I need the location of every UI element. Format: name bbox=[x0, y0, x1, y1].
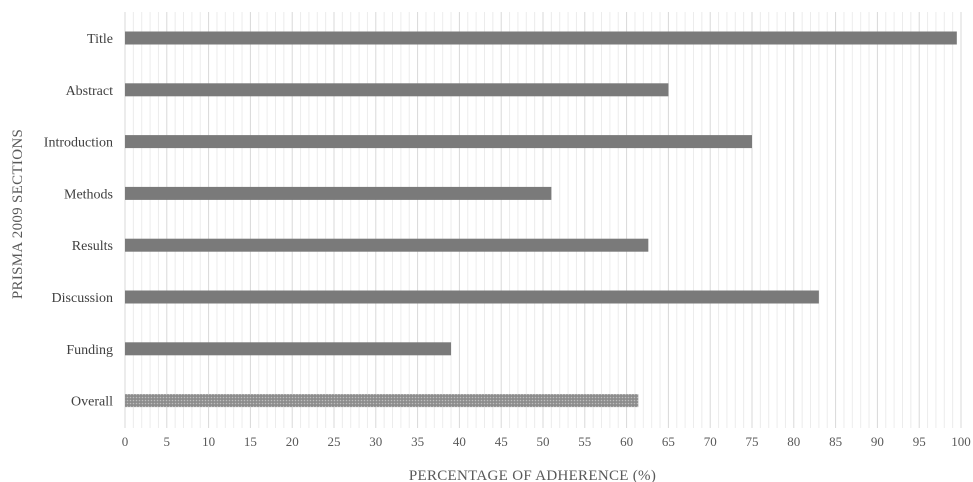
category-labels: Title Abstract Introduction Methods Results D… bbox=[44, 32, 113, 410]
x-tick-label: 10 bbox=[202, 434, 215, 449]
bar-abstract bbox=[125, 83, 669, 97]
category-label-introduction: Introduction bbox=[44, 136, 113, 151]
category-label-abstract: Abstract bbox=[66, 84, 114, 99]
x-tick-label: 15 bbox=[244, 434, 257, 449]
x-tick-label: 90 bbox=[871, 434, 884, 449]
x-tick-label: 70 bbox=[704, 434, 717, 449]
x-tick-label: 30 bbox=[369, 434, 382, 449]
bar-introduction bbox=[125, 135, 752, 149]
x-tick-label: 0 bbox=[122, 434, 129, 449]
category-label-methods: Methods bbox=[64, 187, 113, 202]
x-tick-label: 55 bbox=[578, 434, 591, 449]
bar-overall bbox=[125, 394, 639, 408]
x-tick-label: 25 bbox=[328, 434, 341, 449]
category-label-funding: Funding bbox=[66, 343, 113, 358]
x-tick-label: 50 bbox=[537, 434, 550, 449]
x-tick-label: 5 bbox=[164, 434, 171, 449]
x-tick-label: 35 bbox=[411, 434, 424, 449]
bar-methods bbox=[125, 186, 552, 200]
category-label-overall: Overall bbox=[71, 395, 113, 410]
category-label-discussion: Discussion bbox=[52, 291, 113, 306]
bar-funding bbox=[125, 342, 452, 356]
bars bbox=[125, 31, 957, 408]
category-label-results: Results bbox=[72, 239, 113, 254]
x-tick-label: 20 bbox=[286, 434, 299, 449]
x-tick-label: 45 bbox=[495, 434, 508, 449]
bar-results bbox=[125, 238, 649, 252]
x-tick-label: 65 bbox=[662, 434, 675, 449]
x-tick-labels: 0 5 10 15 20 25 30 35 40 45 50 55 60 65 70 75 80 85 90 95 10… bbox=[122, 434, 971, 449]
x-tick-label: 60 bbox=[620, 434, 633, 449]
bar-title bbox=[125, 31, 957, 45]
x-tick-label: 95 bbox=[913, 434, 926, 449]
x-axis-title: PERCENTAGE OF ADHERENCE (%) bbox=[409, 468, 656, 482]
gridlines bbox=[124, 12, 962, 428]
x-tick-label: 80 bbox=[787, 434, 800, 449]
x-tick-label: 75 bbox=[746, 434, 759, 449]
x-tick-label: 85 bbox=[829, 434, 842, 449]
x-tick-label: 40 bbox=[453, 434, 466, 449]
y-axis-title: PRISMA 2009 SECTIONS bbox=[10, 129, 26, 299]
x-tick-label: 100 bbox=[951, 434, 971, 449]
bar-discussion bbox=[125, 290, 819, 304]
category-label-title: Title bbox=[87, 32, 113, 47]
